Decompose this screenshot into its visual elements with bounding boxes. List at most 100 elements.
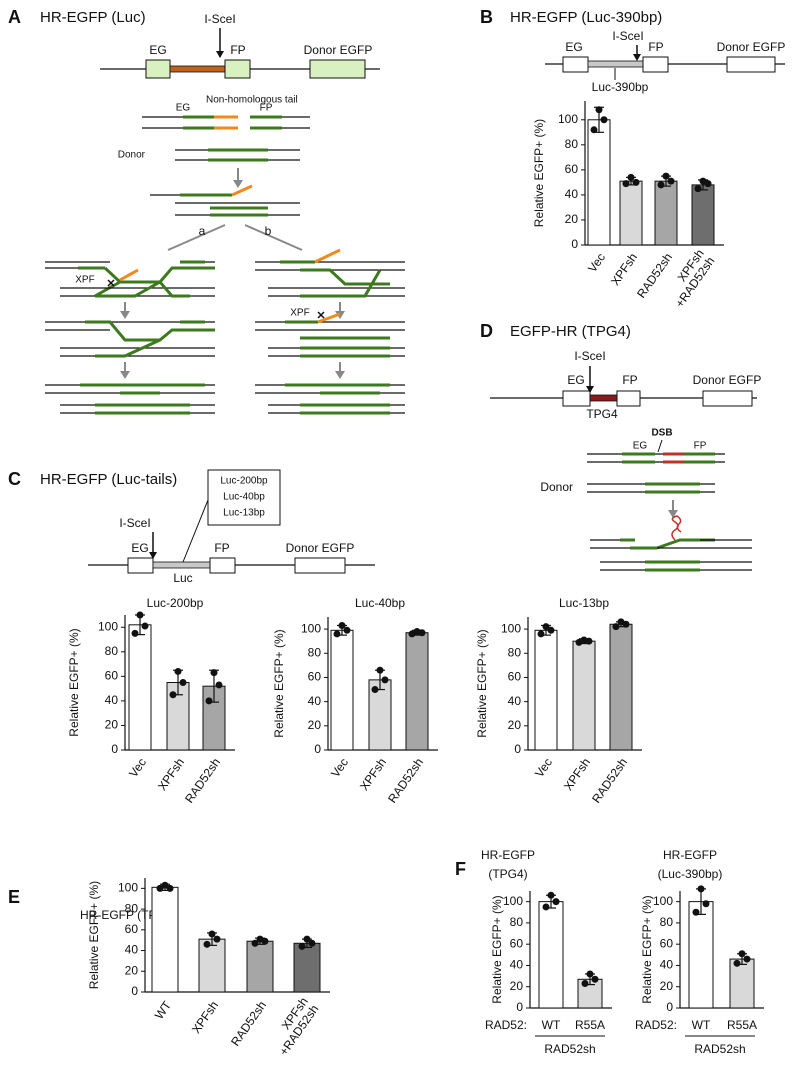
y-tick-label: 60 xyxy=(660,936,674,950)
y-tick-label: 60 xyxy=(105,669,119,683)
y-tick-label: 80 xyxy=(660,915,674,929)
y-axis-label: Relative EGFP+ (%) xyxy=(67,628,81,736)
x-tick-label: R55A xyxy=(727,1018,757,1032)
x-tick-label: RAD52sh xyxy=(634,251,675,301)
panel-title: EGFP-HR (TPG4) xyxy=(510,323,631,340)
data-point xyxy=(156,884,164,892)
y-tick-label: 60 xyxy=(508,670,522,684)
y-tick-label: 60 xyxy=(510,936,524,950)
data-point xyxy=(657,181,665,189)
y-tick-label: 20 xyxy=(125,963,139,977)
x-tick-label-group: WT xyxy=(152,998,175,1022)
bar xyxy=(729,958,755,1009)
data-point xyxy=(333,630,341,638)
chart-title: Luc-200bp xyxy=(147,596,204,610)
bar xyxy=(151,886,179,993)
label: EG xyxy=(149,43,166,57)
x-prefix: RAD52: xyxy=(485,1018,527,1032)
y-tick-label: 40 xyxy=(105,693,119,707)
y-tick-label: 100 xyxy=(118,881,138,895)
data-point xyxy=(632,178,640,186)
y-tick-label: 80 xyxy=(510,915,524,929)
x-tick-label-group: RAD52sh xyxy=(589,756,630,806)
strands-a-branches xyxy=(45,248,405,415)
y-tick-label: 80 xyxy=(308,645,322,659)
y-tick-label: 80 xyxy=(125,901,139,915)
data-point xyxy=(166,884,174,892)
bar xyxy=(538,901,564,1009)
y-axis-label: Relative EGFP+ (%) xyxy=(272,629,286,737)
data-point xyxy=(203,940,211,948)
x-tick-label-group: Vec xyxy=(126,756,149,780)
x-group-label: RAD52sh xyxy=(694,1042,745,1056)
data-point xyxy=(215,681,223,689)
data-point xyxy=(261,937,269,945)
y-tick-label: 40 xyxy=(660,958,674,972)
data-point xyxy=(585,637,593,645)
x-tick-label: XPFsh xyxy=(357,756,389,794)
x-tick-label-group: XPFsh+RAD52sh xyxy=(276,995,321,1058)
y-tick-label: 40 xyxy=(510,958,524,972)
data-point xyxy=(537,630,545,638)
x-tick-label: R55A xyxy=(575,1018,605,1032)
data-point xyxy=(662,172,670,180)
data-point xyxy=(591,975,599,983)
label: Donor EGFP xyxy=(693,373,762,387)
bar xyxy=(128,624,152,751)
panel-letter: B xyxy=(480,7,493,27)
chart-title: (TPG4) xyxy=(488,867,527,881)
label: Non-homologous tail xyxy=(206,95,298,106)
data-point xyxy=(251,939,259,947)
bar xyxy=(688,901,714,1009)
label: I-SceI xyxy=(574,349,605,363)
chart-title: Luc-13bp xyxy=(559,596,609,610)
x-tick-label-group: XPFsh xyxy=(155,756,187,794)
data-point xyxy=(131,629,139,637)
y-tick-label: 0 xyxy=(514,742,521,756)
x-tick-label: WT xyxy=(152,998,175,1022)
y-tick-label: 40 xyxy=(125,943,139,957)
y-tick-label: 40 xyxy=(565,187,579,201)
y-tick-label: 0 xyxy=(666,1000,673,1014)
x-tick-label-group: XPFsh xyxy=(608,251,640,289)
data-point xyxy=(622,620,630,628)
data-point xyxy=(667,177,675,185)
label: EG xyxy=(565,40,582,54)
x-tick-label: RAD52sh xyxy=(385,756,426,806)
data-point xyxy=(627,173,635,181)
construct-a xyxy=(100,28,380,79)
data-point xyxy=(179,679,187,686)
bar xyxy=(572,640,596,751)
y-tick-label: 20 xyxy=(308,718,322,732)
data-point xyxy=(552,898,560,906)
label: FP xyxy=(622,373,637,387)
label: Luc-40bp xyxy=(223,492,265,503)
x-tick-label: Vec xyxy=(532,756,555,780)
data-point xyxy=(161,881,169,889)
label: Luc-200bp xyxy=(220,476,268,487)
label: Donor EGFP xyxy=(286,541,355,555)
data-point xyxy=(547,626,555,634)
x-tick-label: WT xyxy=(542,1018,561,1032)
chart-title: Luc-40bp xyxy=(355,596,405,610)
label: Donor xyxy=(540,480,573,494)
y-axis-label: Relative EGFP+ (%) xyxy=(87,881,101,989)
bar xyxy=(691,184,715,246)
panel-title: HR-EGFP (Luc-390bp) xyxy=(510,9,662,26)
data-point xyxy=(298,942,306,950)
label: FP xyxy=(694,441,707,452)
y-tick-label: 100 xyxy=(301,621,321,635)
y-tick-label: 40 xyxy=(308,694,322,708)
data-point xyxy=(697,885,705,893)
y-tick-label: 80 xyxy=(508,645,522,659)
y-axis-label: Relative EGFP+ (%) xyxy=(475,629,489,737)
bar xyxy=(293,942,321,993)
y-tick-label: 80 xyxy=(565,137,579,151)
data-point xyxy=(141,622,149,630)
x-tick-label: RAD52sh xyxy=(182,756,223,806)
label: FP xyxy=(260,103,273,114)
panel-letter: F xyxy=(455,859,466,879)
data-point xyxy=(542,623,550,631)
data-point xyxy=(733,959,741,967)
bar xyxy=(405,632,429,751)
